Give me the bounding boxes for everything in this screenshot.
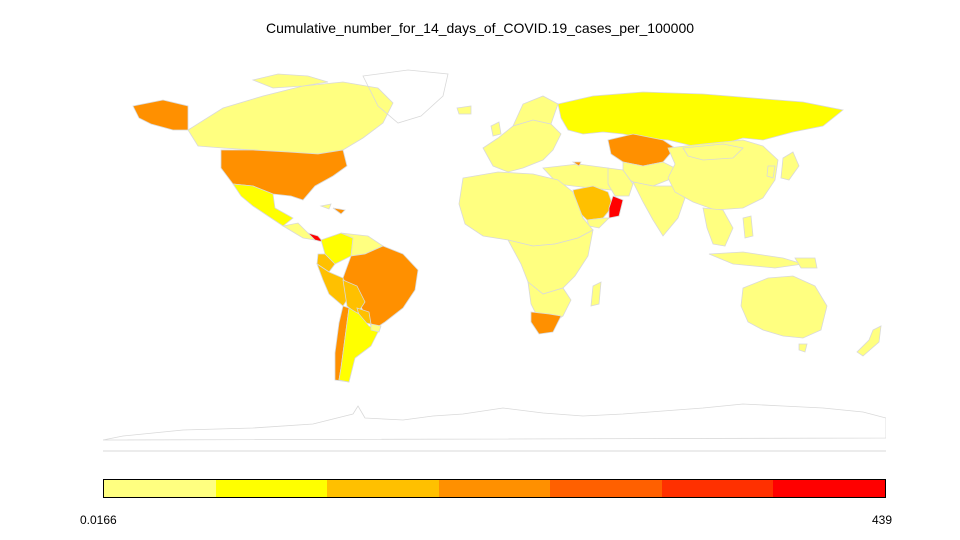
region-iceland [456,105,472,115]
region-tasmania [798,343,808,353]
legend-swatch-1 [104,480,216,497]
region-bolivia [342,279,366,315]
region-mongolia [682,143,744,161]
color-legend-bar [103,479,886,498]
region-png [794,257,818,269]
region-caribbean-2 [319,203,332,210]
region-australia [740,275,828,339]
region-canada [187,81,394,155]
region-japan [780,151,800,181]
region-madagascar [590,281,602,307]
region-uruguay [370,323,382,333]
region-caribbean [332,207,346,215]
region-russia [557,91,844,147]
region-argentina [338,307,380,383]
region-europe [482,119,562,173]
region-philippines [742,215,754,239]
legend-swatch-7 [773,480,886,497]
chart-title: Cumulative_number_for_14_days_of_COVID.1… [265,20,695,36]
legend-swatch-4 [438,480,551,497]
legend-max-label: 439 [872,513,893,527]
world-map [103,68,886,452]
legend-swatch-6 [661,480,774,497]
region-south-asia [632,181,686,237]
region-indonesia [708,251,804,269]
legend-swatch-2 [215,480,328,497]
region-central-africa [507,229,594,295]
region-south-africa [530,311,562,335]
region-ecuador [316,253,336,273]
region-alaska [132,99,189,131]
region-georgia [571,161,582,167]
region-greenland [362,69,449,124]
region-mexico [232,183,294,227]
region-central-america [281,222,317,241]
region-iran [607,167,634,197]
region-oman [608,195,624,219]
region-uk [490,121,502,137]
region-arctic-islands [251,73,329,89]
region-southeast-asia [702,207,734,247]
legend-min-label: 0.0166 [80,513,117,527]
region-korea [766,165,776,179]
region-new-zealand [856,325,882,357]
legend-swatch-3 [327,480,439,497]
region-antarctica [103,403,886,441]
legend-swatch-5 [550,480,662,497]
